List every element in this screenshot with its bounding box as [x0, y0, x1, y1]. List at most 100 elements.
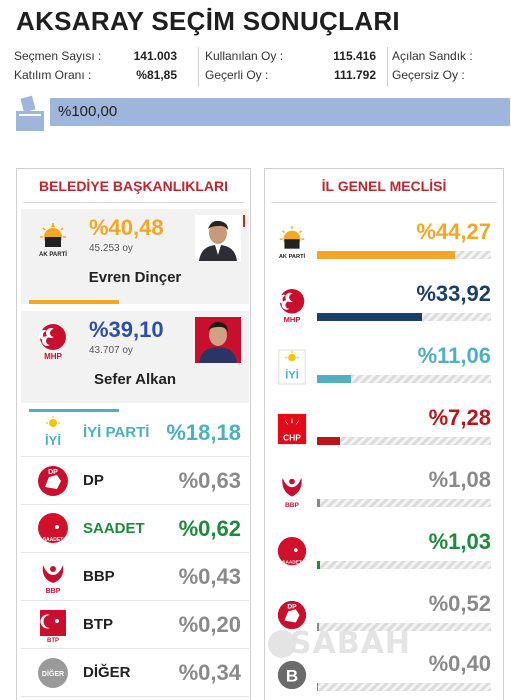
- council-pct: %33,92: [416, 281, 491, 306]
- party-pct: %0,43: [178, 564, 241, 589]
- council-panel-header: İL GENEL MECLİSİ: [271, 169, 497, 203]
- candidate-votes: 45.253 oy: [89, 243, 133, 254]
- council-bar-track: [317, 683, 491, 691]
- b-party-logo-icon: B: [277, 660, 307, 690]
- mayor-panel-header: BELEDİYE BAŞKANLIKLARI: [23, 169, 244, 203]
- candidate-name: Sefer Alkan: [94, 371, 176, 388]
- red-tick: [243, 215, 245, 227]
- council-pct: %0,52: [428, 591, 491, 616]
- council-bar-fill: [317, 561, 321, 569]
- party-pct: %0,20: [178, 612, 241, 637]
- party-row-iyi[interactable]: İYİ İYİ PARTİ %18,18: [21, 409, 249, 457]
- svg-text:AK PARTİ: AK PARTİ: [39, 251, 67, 258]
- svg-text:SAADET: SAADET: [43, 537, 64, 543]
- bbp-logo-icon: BBP: [42, 565, 64, 595]
- council-bar-fill: [317, 623, 319, 631]
- council-pct: %11,06: [417, 343, 491, 368]
- party-accent: [29, 409, 119, 412]
- dp-logo-icon: DP: [38, 466, 68, 496]
- party-row-diger[interactable]: DİĞER DİĞER %0,34: [21, 649, 249, 697]
- page-title: AKSARAY SEÇİM SONUÇLARI: [16, 6, 400, 36]
- acilan-label: Açılan Sandık :: [392, 49, 473, 63]
- council-bar-fill: [317, 437, 340, 445]
- svg-text:MHP: MHP: [44, 352, 62, 361]
- council-row[interactable]: BBP %1,08: [269, 461, 501, 523]
- party-row-dp[interactable]: DP DP %0,63: [21, 457, 249, 505]
- council-panel: İL GENEL MECLİSİ AK PARTİ %44,27 MHP %33…: [264, 168, 504, 700]
- bbp-logo-icon: BBP: [282, 477, 302, 509]
- saadet-logo-icon: SAADET: [38, 513, 68, 543]
- chp-logo-icon: CHP: [277, 413, 307, 445]
- party-pct: %18,18: [166, 420, 241, 445]
- diger-logo-icon: DİĞER: [38, 658, 68, 688]
- secmen-value: 141.003: [133, 49, 177, 63]
- mhp-logo-icon: MHP: [278, 288, 305, 324]
- ballot-box-icon: [16, 95, 44, 131]
- council-row[interactable]: İYİ %11,06: [269, 337, 501, 399]
- council-row[interactable]: B %0,40: [269, 645, 501, 700]
- candidate-accent: [29, 300, 119, 304]
- council-row[interactable]: AK PARTİ %44,27: [269, 213, 501, 275]
- party-pct: %0,62: [178, 516, 241, 541]
- katilim-label: Katılım Oranı :: [14, 68, 92, 82]
- party-name: BBP: [83, 568, 115, 585]
- candidate-pct: %40,48: [89, 215, 164, 240]
- ballot-progress: %100,00: [16, 95, 510, 131]
- mayor-panel: BELEDİYE BAŞKANLIKLARI AK PARTİ %40,48 4…: [16, 168, 251, 700]
- council-pct: %1,08: [428, 467, 491, 492]
- akparti-logo-icon: AK PARTİ: [279, 226, 306, 260]
- council-bar-fill: [317, 251, 455, 259]
- kullanilan-label: Kullanılan Oy :: [205, 49, 284, 63]
- saadet-logo-icon: SAADET: [277, 536, 307, 565]
- party-row-bbp[interactable]: BBP BBP %0,43: [21, 553, 249, 601]
- council-bar-fill: [317, 375, 352, 383]
- btp-logo-icon: BTP: [40, 610, 66, 643]
- council-bar-fill: [317, 499, 321, 507]
- kullanilan-value: 115.416: [333, 49, 376, 63]
- council-bar-track: [317, 623, 491, 631]
- progress-text: %100,00: [58, 103, 118, 120]
- council-bar-fill: [317, 683, 319, 691]
- mhp-logo-icon: MHP: [39, 324, 66, 361]
- progress-fill: [50, 98, 510, 126]
- svg-text:BTP: BTP: [47, 638, 59, 643]
- candidate-card-akparti[interactable]: AK PARTİ %40,48 45.253 oy Evren Dinçer: [21, 209, 249, 304]
- svg-text:DP: DP: [287, 603, 297, 610]
- iyi-logo-icon: İYİ: [278, 349, 306, 385]
- svg-text:SAADET: SAADET: [282, 559, 302, 565]
- candidate-photo-icon: [195, 215, 241, 261]
- party-pct: %0,63: [178, 468, 241, 493]
- svg-text:İYİ: İYİ: [285, 368, 299, 381]
- council-row[interactable]: SAADET %1,03: [269, 523, 501, 585]
- progress-bar: %100,00: [50, 98, 510, 126]
- candidate-votes: 43.707 oy: [89, 345, 133, 356]
- council-bar-track: [317, 375, 491, 383]
- katilim-value: %81,85: [136, 68, 177, 82]
- candidate-name: Evren Dinçer: [88, 269, 182, 286]
- svg-text:BBP: BBP: [46, 588, 61, 595]
- council-bar-track: [317, 499, 491, 507]
- council-row[interactable]: CHP %7,28: [269, 399, 501, 461]
- watermark: SABAH: [290, 626, 412, 661]
- candidate-card-mhp[interactable]: MHP %39,10 43.707 oy Sefer Alkan: [21, 311, 249, 403]
- party-name: DİĞER: [83, 664, 131, 681]
- council-row[interactable]: MHP %33,92: [269, 275, 501, 337]
- party-pct: %0,34: [178, 660, 241, 685]
- secmen-label: Seçmen Sayısı :: [14, 49, 102, 63]
- council-bar-track: [317, 313, 491, 321]
- party-row-saadet[interactable]: SAADET SAADET %0,62: [21, 505, 249, 553]
- gecerli-label: Geçerli Oy :: [205, 68, 269, 82]
- gecerli-value: 111.792: [333, 68, 376, 82]
- party-row-btp[interactable]: BTP BTP %0,20: [21, 601, 249, 649]
- council-pct: %1,03: [428, 529, 491, 554]
- council-row[interactable]: DP %0,52: [269, 585, 501, 647]
- svg-text:DP: DP: [48, 469, 58, 476]
- council-pct: %7,28: [428, 405, 491, 430]
- election-stats: Seçmen Sayısı : 141.003 Katılım Oranı : %8…: [14, 47, 504, 87]
- council-bar-track: [317, 437, 491, 445]
- council-bar-track: [317, 251, 491, 259]
- party-name: İYİ PARTİ: [83, 424, 150, 441]
- party-name: BTP: [83, 616, 113, 633]
- party-name: DP: [83, 472, 104, 489]
- svg-text:B: B: [286, 667, 298, 686]
